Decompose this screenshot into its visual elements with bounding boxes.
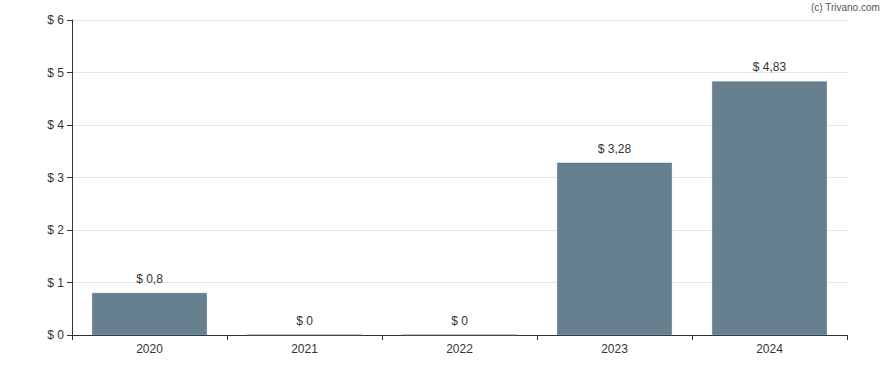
svg-text:$ 5: $ 5 (47, 66, 64, 80)
svg-text:2024: 2024 (756, 342, 783, 356)
svg-text:2023: 2023 (601, 342, 628, 356)
svg-text:$ 0: $ 0 (296, 314, 313, 328)
svg-text:2022: 2022 (446, 342, 473, 356)
svg-text:$ 6: $ 6 (47, 13, 64, 27)
svg-text:$ 4: $ 4 (47, 118, 64, 132)
svg-text:(c) Trivano.com: (c) Trivano.com (811, 2, 880, 13)
svg-text:2021: 2021 (291, 342, 318, 356)
svg-text:$ 2: $ 2 (47, 223, 64, 237)
svg-text:$ 1: $ 1 (47, 276, 64, 290)
svg-text:$ 3,28: $ 3,28 (598, 142, 632, 156)
svg-text:$ 3: $ 3 (47, 171, 64, 185)
svg-text:$ 4,83: $ 4,83 (753, 60, 787, 74)
svg-text:$ 0,8: $ 0,8 (136, 272, 163, 286)
svg-text:$ 0: $ 0 (47, 328, 64, 342)
svg-text:$ 0: $ 0 (451, 314, 468, 328)
svg-text:2020: 2020 (136, 342, 163, 356)
